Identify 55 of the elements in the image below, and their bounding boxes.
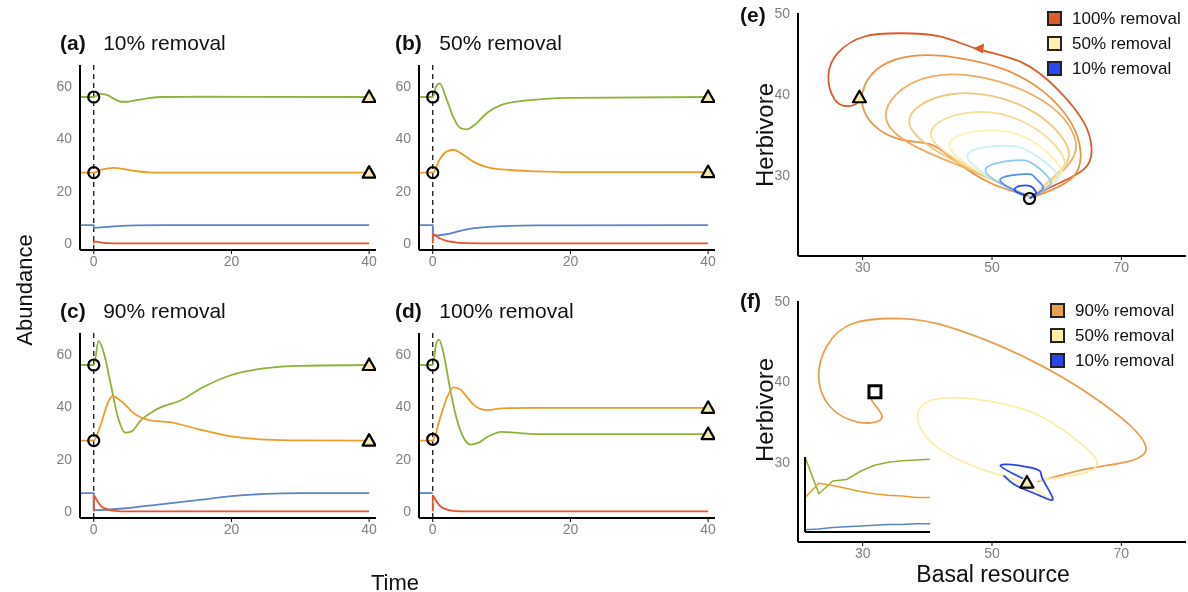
x-tick-label: 20 [223,520,240,537]
y-tick-label: 40 [56,130,73,147]
y-tick-label: 60 [56,345,73,362]
y-tick-label: 60 [56,77,73,94]
y-tick-label: 60 [395,77,412,94]
y-tick-label: 30 [774,166,791,183]
y-tick-label: 40 [774,373,791,390]
x-tick-label: 40 [361,520,378,537]
y-tick-label: 40 [395,398,412,415]
y-tick-label: 40 [56,398,73,415]
x-tick-label: 20 [562,252,579,269]
x-axis-title: Time [370,570,420,592]
x-tick-label: 40 [700,520,717,537]
x-tick-label: 70 [1113,258,1130,275]
y-tick-label: 40 [395,130,412,147]
legend-label: 50% removal [1072,33,1172,54]
y-tick-label: 30 [774,453,791,470]
y-tick-label: 40 [774,85,791,102]
x-tick-label: 50 [984,258,1000,275]
y-tick-label: 0 [403,503,412,520]
y-tick-label: 0 [64,503,73,520]
x-tick-label: 30 [854,544,871,561]
chart-title: (a) 10% removal [60,31,226,54]
y-tick-label: 50 [774,292,791,309]
chart-title: (f) [740,289,761,312]
legend-label: 10% removal [1075,350,1175,371]
x-tick-label: 50 [984,544,1000,561]
legend-label: 10% removal [1072,58,1172,79]
x-tick-label: 40 [700,252,717,269]
chart-title: (d) 100% removal [395,299,574,322]
legend-label: 100% removal [1072,8,1181,29]
x-tick-label: 0 [428,520,437,537]
y-tick-label: 20 [56,182,73,199]
x-tick-label: 30 [854,258,871,275]
x-tick-label: 20 [223,252,240,269]
y-tick-label: 50 [774,4,791,21]
x-tick-label: 70 [1113,544,1130,561]
y-tick-label: 20 [395,182,412,199]
y-axis-title: Abundance [12,234,38,346]
chart-title: (e) [740,3,766,26]
y-tick-label: 60 [395,345,412,362]
y-tick-label: 20 [395,450,412,467]
legend-label: 90% removal [1075,300,1175,321]
x-tick-label: 0 [428,252,437,269]
y-tick-label: 0 [64,235,73,252]
x-axis-title: Basal resource [916,561,1070,588]
y-tick-label: 0 [403,235,412,252]
chart-title: (c) 90% removal [60,299,226,322]
chart-title: (b) 50% removal [395,31,562,54]
x-tick-label: 0 [89,520,98,537]
y-tick-label: 20 [56,450,73,467]
legend-label: 50% removal [1075,325,1175,346]
x-tick-label: 0 [89,252,98,269]
x-tick-label: 20 [562,520,579,537]
x-tick-label: 40 [361,252,378,269]
